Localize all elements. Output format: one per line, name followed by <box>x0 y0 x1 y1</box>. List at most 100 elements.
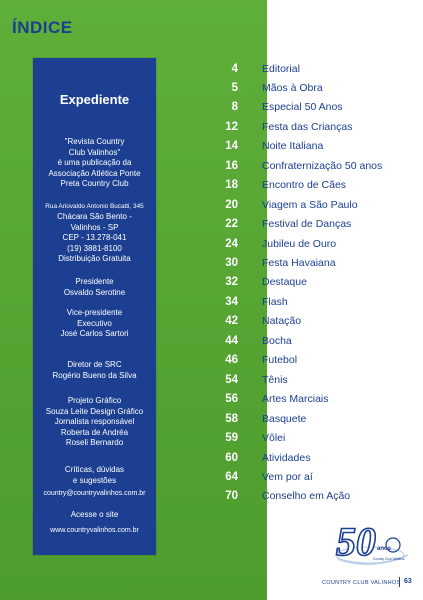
expediente-line: Distribuição Gratuita <box>58 254 131 264</box>
logo-word: anos <box>377 546 392 552</box>
expediente-line: "Revista Country <box>64 137 125 146</box>
expediente-line: é uma publicação da <box>57 158 132 168</box>
toc-page-number: 34 <box>225 295 238 308</box>
toc-page-number: 44 <box>225 334 238 347</box>
toc-section-title: Futebol <box>262 354 298 367</box>
expediente-line: Chácara São Bento - <box>57 212 132 221</box>
toc-page-number: 64 <box>225 470 238 483</box>
toc-entry[interactable]: 32 Destaque <box>0 274 423 290</box>
toc-section-title: Festival de Danças <box>262 218 352 231</box>
expediente-line: Osvaldo Serotine <box>63 287 126 297</box>
toc-entry[interactable]: 54 Tênis <box>0 372 423 388</box>
expediente-line: Preta Country Club <box>60 179 129 189</box>
toc-entry[interactable]: 12 Festa das Crianças <box>0 119 423 135</box>
toc-page-number: 60 <box>225 451 238 464</box>
expediente-block: "Revista Country Club Valinhos" é uma publ… <box>33 137 156 190</box>
toc-section-title: Festa Havaiana <box>262 257 336 269</box>
toc-section-title: Especial 50 Anos <box>262 101 343 114</box>
expediente-panel: Expediente "Revista Country Club Valinhos… <box>33 58 156 555</box>
page-title: ÍNDICE <box>12 18 73 37</box>
toc-entry[interactable]: 70 Conselho em Ação <box>0 488 423 504</box>
toc-entry[interactable]: 44 Bocha <box>0 333 423 349</box>
fifty-years-logo: 50 anos Country Club Valinhos <box>335 518 409 566</box>
logo-caption: Country Club Valinhos <box>373 557 405 561</box>
expediente-line: CEP - 13.278-041 <box>62 233 127 243</box>
expediente-line: Club Valinhos" <box>68 147 121 157</box>
toc-entry[interactable]: 34 Flash <box>0 294 423 310</box>
toc-page-number: 4 <box>231 62 238 75</box>
expediente-line: Vice-presidente <box>66 308 123 317</box>
toc-entry[interactable]: 5 Mãos à Obra <box>0 80 423 96</box>
expediente-block: Rua Ariovaldo Antonio Bucatti, 345 <box>33 202 156 213</box>
toc-section-title: Tênis <box>262 373 288 386</box>
page-footer: COUNTRY CLUB VALINHOS 63 <box>322 577 419 588</box>
toc-page-number: 30 <box>225 257 238 269</box>
footer-page-number: 63 <box>404 578 412 585</box>
toc-entry[interactable]: 20 Viagem a São Paulo <box>0 197 423 213</box>
toc-page-number: 56 <box>225 393 238 406</box>
toc-page-number: 16 <box>225 159 238 172</box>
toc-section-title: Natação <box>262 315 302 328</box>
toc-entry[interactable]: 56 Artes Marciais <box>0 391 423 407</box>
expediente-block: Vice-presidente Executivo José Carlos Sart… <box>33 308 156 340</box>
footer-publication: COUNTRY CLUB VALINHOS <box>322 580 401 586</box>
toc-section-title: Conselho em Ação <box>262 490 351 503</box>
toc-entry[interactable]: 24 Jubileu de Ouro <box>0 236 423 252</box>
expediente-block: Críticas, dúvidas e sugestões <box>33 465 156 486</box>
expediente-block: country@countryvalinhos.com.br <box>33 488 156 499</box>
expediente-line: (19) 3881-8100 <box>67 243 122 253</box>
expediente-line: Diretor de SRC <box>67 360 122 369</box>
toc-page-number: 32 <box>225 276 238 289</box>
toc-entry[interactable]: 60 Atividades <box>0 450 423 466</box>
toc-page-number: 54 <box>225 373 238 386</box>
toc-section-title: Noite Italiana <box>262 140 324 153</box>
toc-section-title: Artes Marciais <box>262 393 329 406</box>
expediente-block: Acesse o site <box>33 510 156 521</box>
expediente-line: Projeto Gráfico <box>67 396 122 405</box>
toc-entry[interactable]: 42 Natação <box>0 313 423 329</box>
toc-entry[interactable]: 59 Vôlei <box>0 430 423 446</box>
toc-page-number: 18 <box>225 179 238 192</box>
toc-page-number: 59 <box>225 432 238 445</box>
expediente-line: Associação Atlética Ponte <box>48 168 141 178</box>
toc-entry[interactable]: 30 Festa Havaiana <box>0 255 423 271</box>
toc-section-title: Festa das Crianças <box>262 120 353 133</box>
toc-entry[interactable]: 14 Noite Italiana <box>0 138 423 154</box>
toc-entry[interactable]: 16 Confraternização 50 anos <box>0 158 423 174</box>
toc-page-number: 14 <box>225 140 238 153</box>
toc-page-number: 58 <box>225 412 238 425</box>
toc-section-title: Atividades <box>262 451 311 464</box>
expediente-line: Roberta de Andréa <box>60 427 129 437</box>
toc-page-number: 24 <box>225 237 238 250</box>
expediente-line: Rua Ariovaldo Antonio Bucatti, 345 <box>45 203 144 210</box>
toc-section-title: Confraternização 50 anos <box>262 159 383 172</box>
toc-section-title: Vem por aí <box>262 470 313 483</box>
expediente-line: Souza Leite Design Gráfico <box>45 406 144 416</box>
expediente-line: e sugestões <box>72 475 117 485</box>
expediente-block: www.countryvalinhos.com.br <box>33 525 156 536</box>
toc-section-title: Mãos à Obra <box>262 81 323 94</box>
toc-entry[interactable]: 4 Editorial <box>0 61 423 77</box>
expediente-line: Acesse o site <box>70 510 119 519</box>
expediente-line: Críticas, dúvidas <box>64 465 125 474</box>
expediente-line: Jornalista responsável <box>54 417 135 427</box>
toc-entry[interactable]: 8 Especial 50 Anos <box>0 99 423 115</box>
toc-entry[interactable]: 22 Festival de Danças <box>0 216 423 232</box>
toc-section-title: Editorial <box>262 62 300 75</box>
toc-entry[interactable]: 58 Basquete <box>0 411 423 427</box>
toc-entry[interactable]: 64 Vem por aí <box>0 469 423 485</box>
toc-entry[interactable]: 18 Encontro de Cães <box>0 177 423 193</box>
expediente-line: Roseli Bernardo <box>65 438 124 448</box>
toc-section-title: Flash <box>262 295 288 308</box>
toc-page-number: 46 <box>225 354 238 367</box>
toc-section-title: Basquete <box>262 412 307 425</box>
toc-page-number: 42 <box>225 315 238 328</box>
toc-entry[interactable]: 46 Futebol <box>0 352 423 368</box>
expediente-line: www.countryvalinhos.com.br <box>50 527 139 534</box>
toc-section-title: Jubileu de Ouro <box>262 237 337 250</box>
toc-page-number: 22 <box>225 218 238 231</box>
expediente-block: Chácara São Bento - Valinhos - SP CEP - 13… <box>33 212 156 265</box>
logo-number: 50 <box>336 519 376 564</box>
expediente-title: Expediente <box>59 92 130 107</box>
toc-page-number: 8 <box>231 101 238 114</box>
